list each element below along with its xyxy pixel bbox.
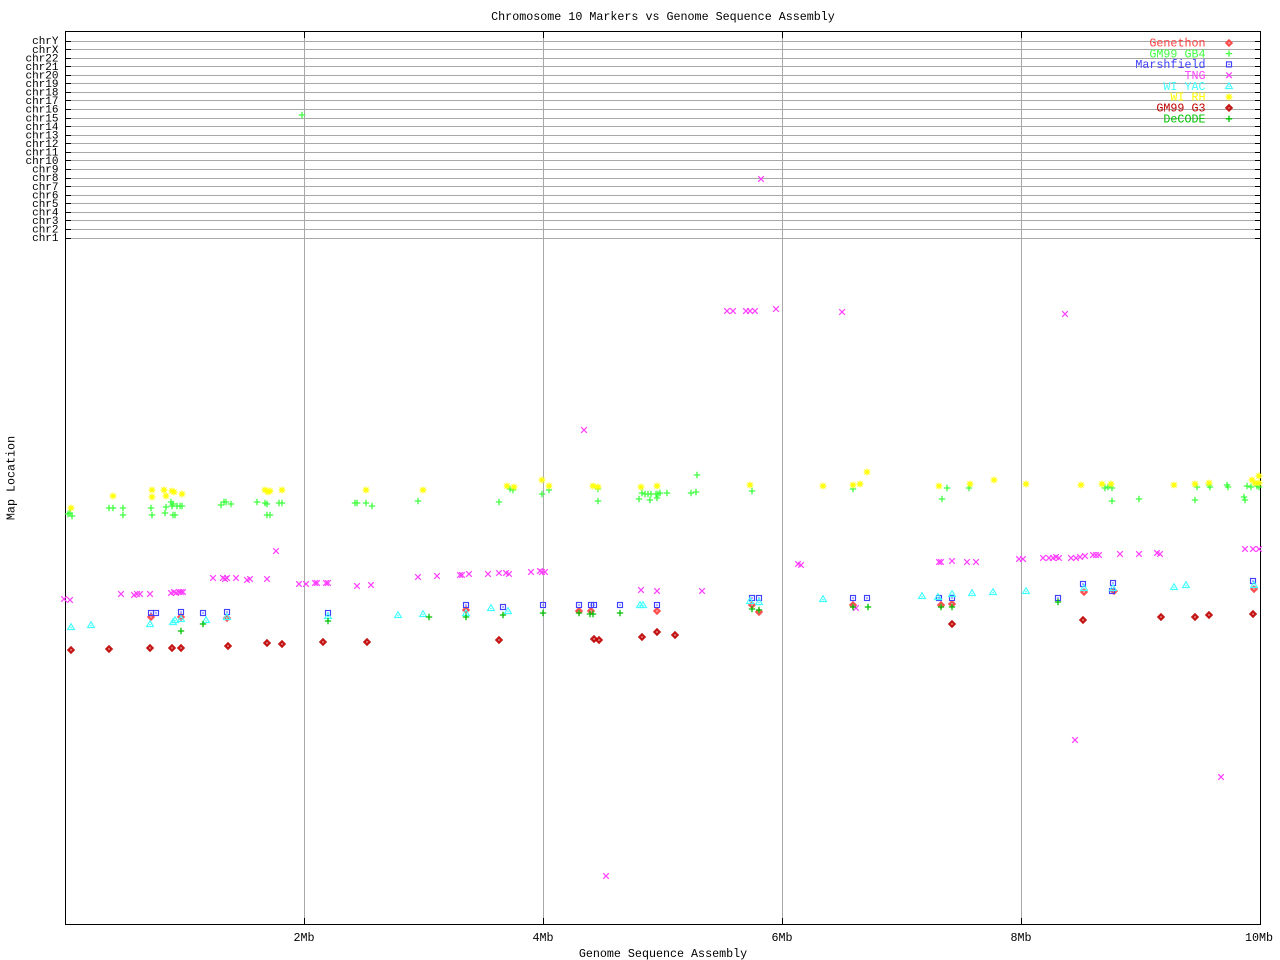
svg-text:chr1: chr1 [32,233,59,245]
svg-text:chr16: chr16 [25,105,58,117]
svg-text:10Mb: 10Mb [1245,931,1273,945]
svg-text:chr15: chr15 [25,113,58,125]
svg-text:chr14: chr14 [25,122,58,134]
svg-text:chr4: chr4 [32,208,59,220]
svg-text:chrX: chrX [32,45,59,57]
svg-text:chr13: chr13 [25,130,58,142]
svg-text:6Mb: 6Mb [771,931,792,945]
svg-text:chrY: chrY [32,36,59,48]
svg-text:chr8: chr8 [32,173,58,185]
svg-text:TNG: TNG [1184,69,1205,83]
svg-text:chr12: chr12 [25,139,58,151]
svg-text:chr20: chr20 [25,71,58,83]
svg-text:chr18: chr18 [25,88,58,100]
svg-text:Marshfield: Marshfield [1135,58,1205,72]
svg-text:chr10: chr10 [25,156,58,168]
svg-text:4Mb: 4Mb [532,931,553,945]
svg-text:WI YAC: WI YAC [1163,80,1205,94]
svg-text:chr19: chr19 [25,79,58,91]
svg-text:chr6: chr6 [32,190,58,202]
svg-text:DeCODE: DeCODE [1163,113,1205,127]
svg-text:Genome Sequence Assembly: Genome Sequence Assembly [579,947,747,960]
svg-text:chr9: chr9 [32,165,58,177]
svg-text:chr2: chr2 [32,225,58,237]
svg-text:chr3: chr3 [32,216,58,228]
svg-text:chr22: chr22 [25,53,58,65]
svg-text:chr21: chr21 [25,62,58,74]
svg-text:Chromosome 10 Markers vs Genom: Chromosome 10 Markers vs Genome Sequence… [491,10,835,24]
svg-text:chr17: chr17 [25,96,58,108]
svg-text:GM99 G3: GM99 G3 [1156,102,1205,116]
svg-text:GM99 GB4: GM99 GB4 [1149,47,1205,61]
svg-text:WI RH: WI RH [1170,91,1205,105]
svg-text:2Mb: 2Mb [293,931,314,945]
svg-text:Genethon: Genethon [1149,37,1205,51]
svg-text:chr7: chr7 [32,182,58,194]
svg-text:chr5: chr5 [32,199,58,211]
svg-text:Map Location: Map Location [5,436,19,520]
svg-text:chr11: chr11 [25,148,58,160]
svg-text:8Mb: 8Mb [1010,931,1031,945]
